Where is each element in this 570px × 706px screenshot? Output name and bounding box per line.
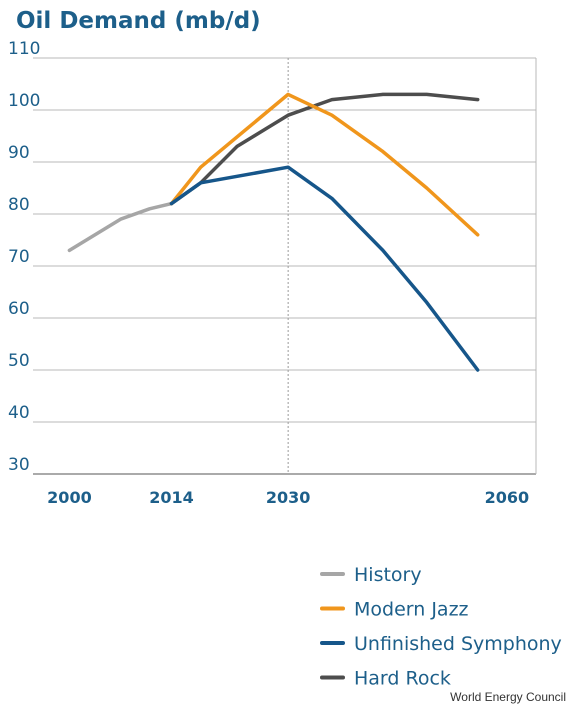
series-lines	[67, 92, 480, 372]
y-tick-label-30: 30	[8, 455, 30, 475]
legend-label-history: History	[354, 564, 422, 586]
x-axis-tick-labels: 2000 2014 2030 2060	[47, 488, 529, 507]
x-tick-label-2030: 2030	[266, 488, 311, 507]
legend: History Modern Jazz Unfinished Symphony Har…	[320, 564, 562, 690]
y-tick-label-90: 90	[8, 143, 30, 163]
y-tick-label-50: 50	[8, 351, 30, 371]
series-line-unfinished-symphony	[169, 165, 480, 372]
y-tick-label-110: 110	[8, 39, 40, 59]
legend-label-hard-rock: Hard Rock	[354, 668, 451, 690]
y-axis-tick-labels: 30 40 50 60 70 80 90 100 110	[8, 39, 40, 475]
y-tick-label-80: 80	[8, 195, 30, 215]
y-tick-label-40: 40	[8, 403, 30, 423]
legend-label-unfinished-symphony: Unfinished Symphony	[354, 633, 562, 655]
y-tick-label-70: 70	[8, 247, 30, 267]
gridlines	[33, 57, 537, 475]
series-line-history	[67, 201, 174, 253]
legend-label-modern-jazz: Modern Jazz	[354, 599, 469, 621]
x-tick-label-2014: 2014	[149, 488, 194, 507]
chart-title: Oil Demand (mb/d)	[16, 8, 261, 34]
series-line-hard-rock	[169, 92, 480, 206]
x-tick-label-2060: 2060	[485, 488, 530, 507]
y-tick-label-100: 100	[8, 91, 40, 111]
y-tick-label-60: 60	[8, 299, 30, 319]
source-label: World Energy Council	[450, 690, 566, 704]
x-tick-label-2000: 2000	[47, 488, 92, 507]
series-line-modern-jazz	[169, 92, 480, 237]
